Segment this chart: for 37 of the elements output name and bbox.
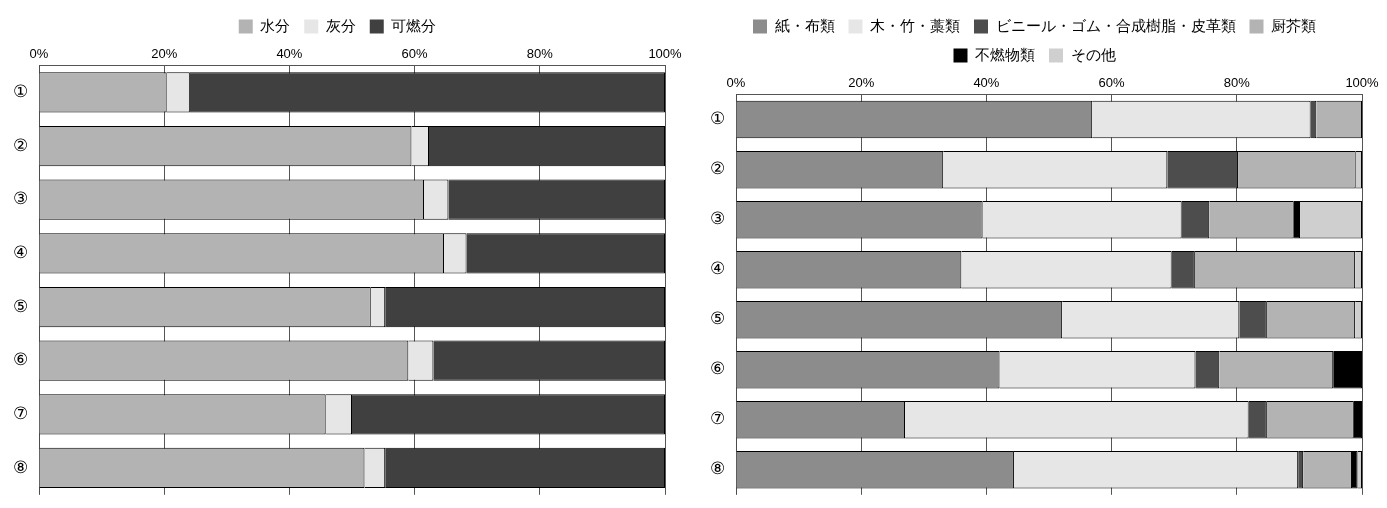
x-tick-label: 20% — [151, 46, 178, 62]
y-tick-label: ⑥ — [13, 350, 28, 370]
x-tick-label: 40% — [973, 75, 1000, 91]
legend-label: 厨芥類 — [1271, 16, 1316, 34]
x-tick-label: 0% — [29, 46, 49, 62]
y-tick-label: ④ — [710, 259, 725, 279]
legend-label: 紙・布類 — [774, 16, 835, 34]
x-tick-label: 80% — [1223, 75, 1251, 91]
y-tick-label: ⑦ — [710, 409, 725, 429]
y-tick-label: ② — [13, 135, 28, 155]
x-tick-label: 100% — [648, 46, 683, 62]
legend-label: 不燃物類 — [975, 45, 1035, 63]
y-tick-label: ⑥ — [710, 359, 725, 379]
x-tick-label: 60% — [1098, 75, 1126, 91]
y-tick-label: ⑤ — [710, 309, 725, 329]
y-tick-label: ① — [710, 109, 725, 129]
y-tick-label: ④ — [13, 243, 28, 263]
y-tick-label: ③ — [710, 209, 725, 229]
legend-label: その他 — [1070, 45, 1116, 63]
y-tick-label: ⑤ — [13, 296, 28, 316]
y-tick-label: ③ — [13, 189, 28, 209]
y-tick-label: ① — [13, 82, 28, 102]
x-tick-label: 80% — [526, 46, 554, 62]
y-tick-label: ⑦ — [13, 404, 28, 424]
x-tick-label: 40% — [276, 46, 303, 62]
y-tick-label: ② — [710, 159, 725, 179]
legend-label: ビニール・ゴム・合成樹脂・皮革類 — [995, 16, 1236, 34]
legend-label: 可燃分 — [391, 16, 437, 34]
x-tick-label: 100% — [1345, 75, 1380, 91]
legend-label: 灰分 — [325, 16, 356, 34]
y-tick-label: ⑧ — [13, 457, 28, 477]
legend-label: 水分 — [260, 16, 291, 34]
x-tick-label: 20% — [848, 75, 875, 91]
x-tick-label: 0% — [726, 75, 746, 91]
y-tick-label: ⑧ — [710, 459, 725, 479]
legend-label: 木・竹・藁類 — [870, 16, 960, 34]
x-tick-label: 60% — [401, 46, 429, 62]
